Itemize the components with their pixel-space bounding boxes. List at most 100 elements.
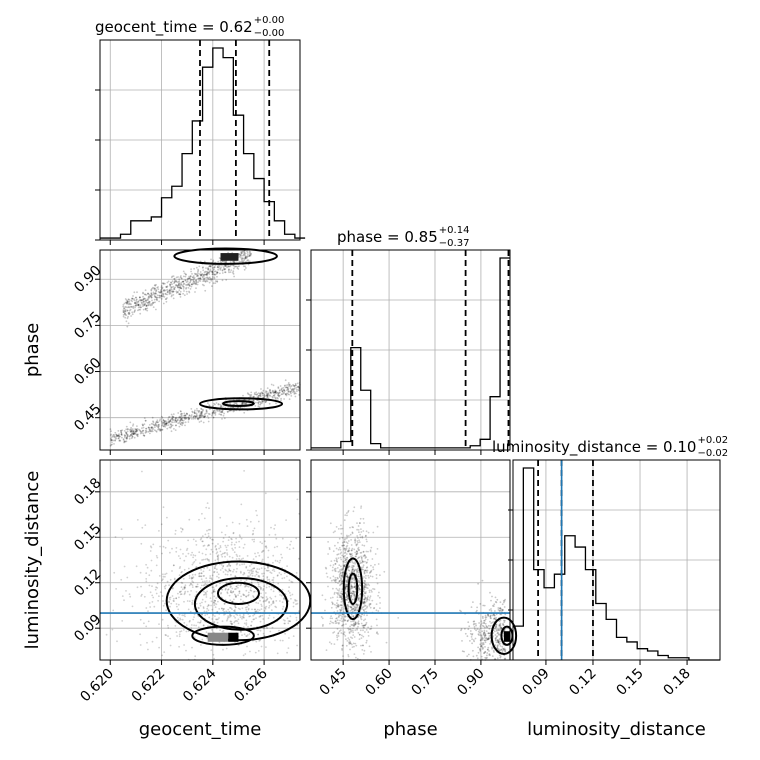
sample-point bbox=[182, 577, 185, 580]
sample-point bbox=[377, 633, 379, 635]
sample-point bbox=[178, 415, 181, 418]
sample-point bbox=[213, 270, 216, 273]
sample-point bbox=[289, 391, 292, 394]
sample-point bbox=[242, 626, 245, 629]
sample-point bbox=[362, 566, 365, 568]
sample-point bbox=[238, 522, 241, 525]
sample-point bbox=[166, 580, 169, 583]
sample-point bbox=[196, 283, 199, 286]
sample-point bbox=[161, 552, 164, 555]
sample-point bbox=[359, 536, 362, 539]
sample-point bbox=[148, 428, 151, 431]
sample-point bbox=[241, 402, 244, 405]
sample-point bbox=[205, 412, 208, 414]
sample-point bbox=[332, 531, 335, 534]
sample-point bbox=[359, 533, 361, 536]
sample-point bbox=[152, 293, 155, 295]
sample-point bbox=[340, 595, 343, 597]
sample-point bbox=[184, 590, 187, 593]
sample-point bbox=[213, 276, 216, 279]
sample-point bbox=[358, 580, 361, 582]
sample-point bbox=[340, 604, 342, 607]
sample-point bbox=[248, 252, 251, 255]
sample-point bbox=[484, 641, 487, 644]
sample-point bbox=[492, 649, 495, 652]
sample-point bbox=[360, 615, 363, 618]
sample-point bbox=[171, 290, 174, 292]
sample-point bbox=[189, 275, 192, 278]
sample-point bbox=[257, 405, 260, 408]
sample-point bbox=[341, 541, 344, 544]
sample-point bbox=[169, 284, 171, 287]
sample-point bbox=[293, 384, 295, 387]
sample-point bbox=[142, 305, 144, 308]
sample-point bbox=[342, 544, 345, 547]
sample-point bbox=[359, 562, 362, 564]
sample-point bbox=[142, 429, 144, 432]
sample-point bbox=[198, 265, 201, 268]
sample-point bbox=[244, 265, 247, 268]
sample-point bbox=[213, 621, 216, 623]
sample-point bbox=[160, 523, 163, 526]
sample-point bbox=[179, 285, 182, 287]
sample-point bbox=[215, 402, 218, 404]
sample-point bbox=[212, 266, 215, 269]
sample-point bbox=[166, 291, 169, 294]
sample-point bbox=[487, 638, 489, 641]
sample-point bbox=[363, 522, 365, 524]
sample-point bbox=[267, 549, 270, 552]
sample-point bbox=[161, 286, 164, 289]
sample-point bbox=[297, 385, 300, 388]
sample-point bbox=[186, 600, 189, 602]
sample-point bbox=[207, 267, 210, 270]
sample-point bbox=[369, 603, 372, 605]
sample-point bbox=[185, 412, 188, 415]
sample-point bbox=[351, 585, 353, 588]
sample-point bbox=[295, 603, 297, 606]
sample-point bbox=[344, 591, 347, 594]
sample-point bbox=[339, 596, 342, 598]
sample-point bbox=[370, 564, 372, 567]
sample-point bbox=[352, 591, 355, 593]
sample-point bbox=[347, 605, 349, 607]
sample-point bbox=[263, 396, 265, 399]
sample-point bbox=[236, 265, 239, 268]
sample-point bbox=[131, 429, 133, 432]
sample-point bbox=[363, 576, 365, 578]
sample-point bbox=[137, 304, 140, 306]
sample-point bbox=[205, 410, 208, 412]
sample-point bbox=[272, 576, 275, 579]
sample-point bbox=[341, 600, 344, 602]
sample-point bbox=[350, 623, 353, 626]
sample-point bbox=[134, 306, 137, 309]
sample-point bbox=[230, 264, 232, 267]
sample-point bbox=[174, 429, 177, 431]
sample-point bbox=[338, 573, 341, 576]
sample-point bbox=[201, 512, 203, 515]
sample-point bbox=[245, 584, 248, 586]
sample-point bbox=[236, 620, 239, 623]
sample-point bbox=[283, 389, 286, 391]
sample-point bbox=[142, 429, 145, 432]
sample-point bbox=[475, 654, 478, 657]
sample-point bbox=[337, 570, 340, 573]
sample-point bbox=[171, 294, 173, 297]
sample-point bbox=[214, 403, 216, 406]
sample-point bbox=[359, 590, 362, 593]
sample-point bbox=[206, 280, 209, 283]
sample-point bbox=[211, 413, 214, 415]
sample-point bbox=[353, 596, 356, 599]
sample-point bbox=[178, 421, 181, 424]
sample-point bbox=[249, 589, 252, 591]
sample-point bbox=[357, 597, 360, 600]
sample-point bbox=[292, 383, 294, 386]
sample-point bbox=[214, 264, 217, 267]
sample-point bbox=[362, 568, 365, 571]
sample-point bbox=[341, 604, 343, 607]
sample-point bbox=[243, 258, 246, 261]
sample-point bbox=[489, 654, 491, 656]
sample-point bbox=[364, 569, 366, 572]
sample-point bbox=[126, 317, 129, 320]
sample-point bbox=[497, 629, 500, 632]
sample-point bbox=[225, 279, 228, 281]
